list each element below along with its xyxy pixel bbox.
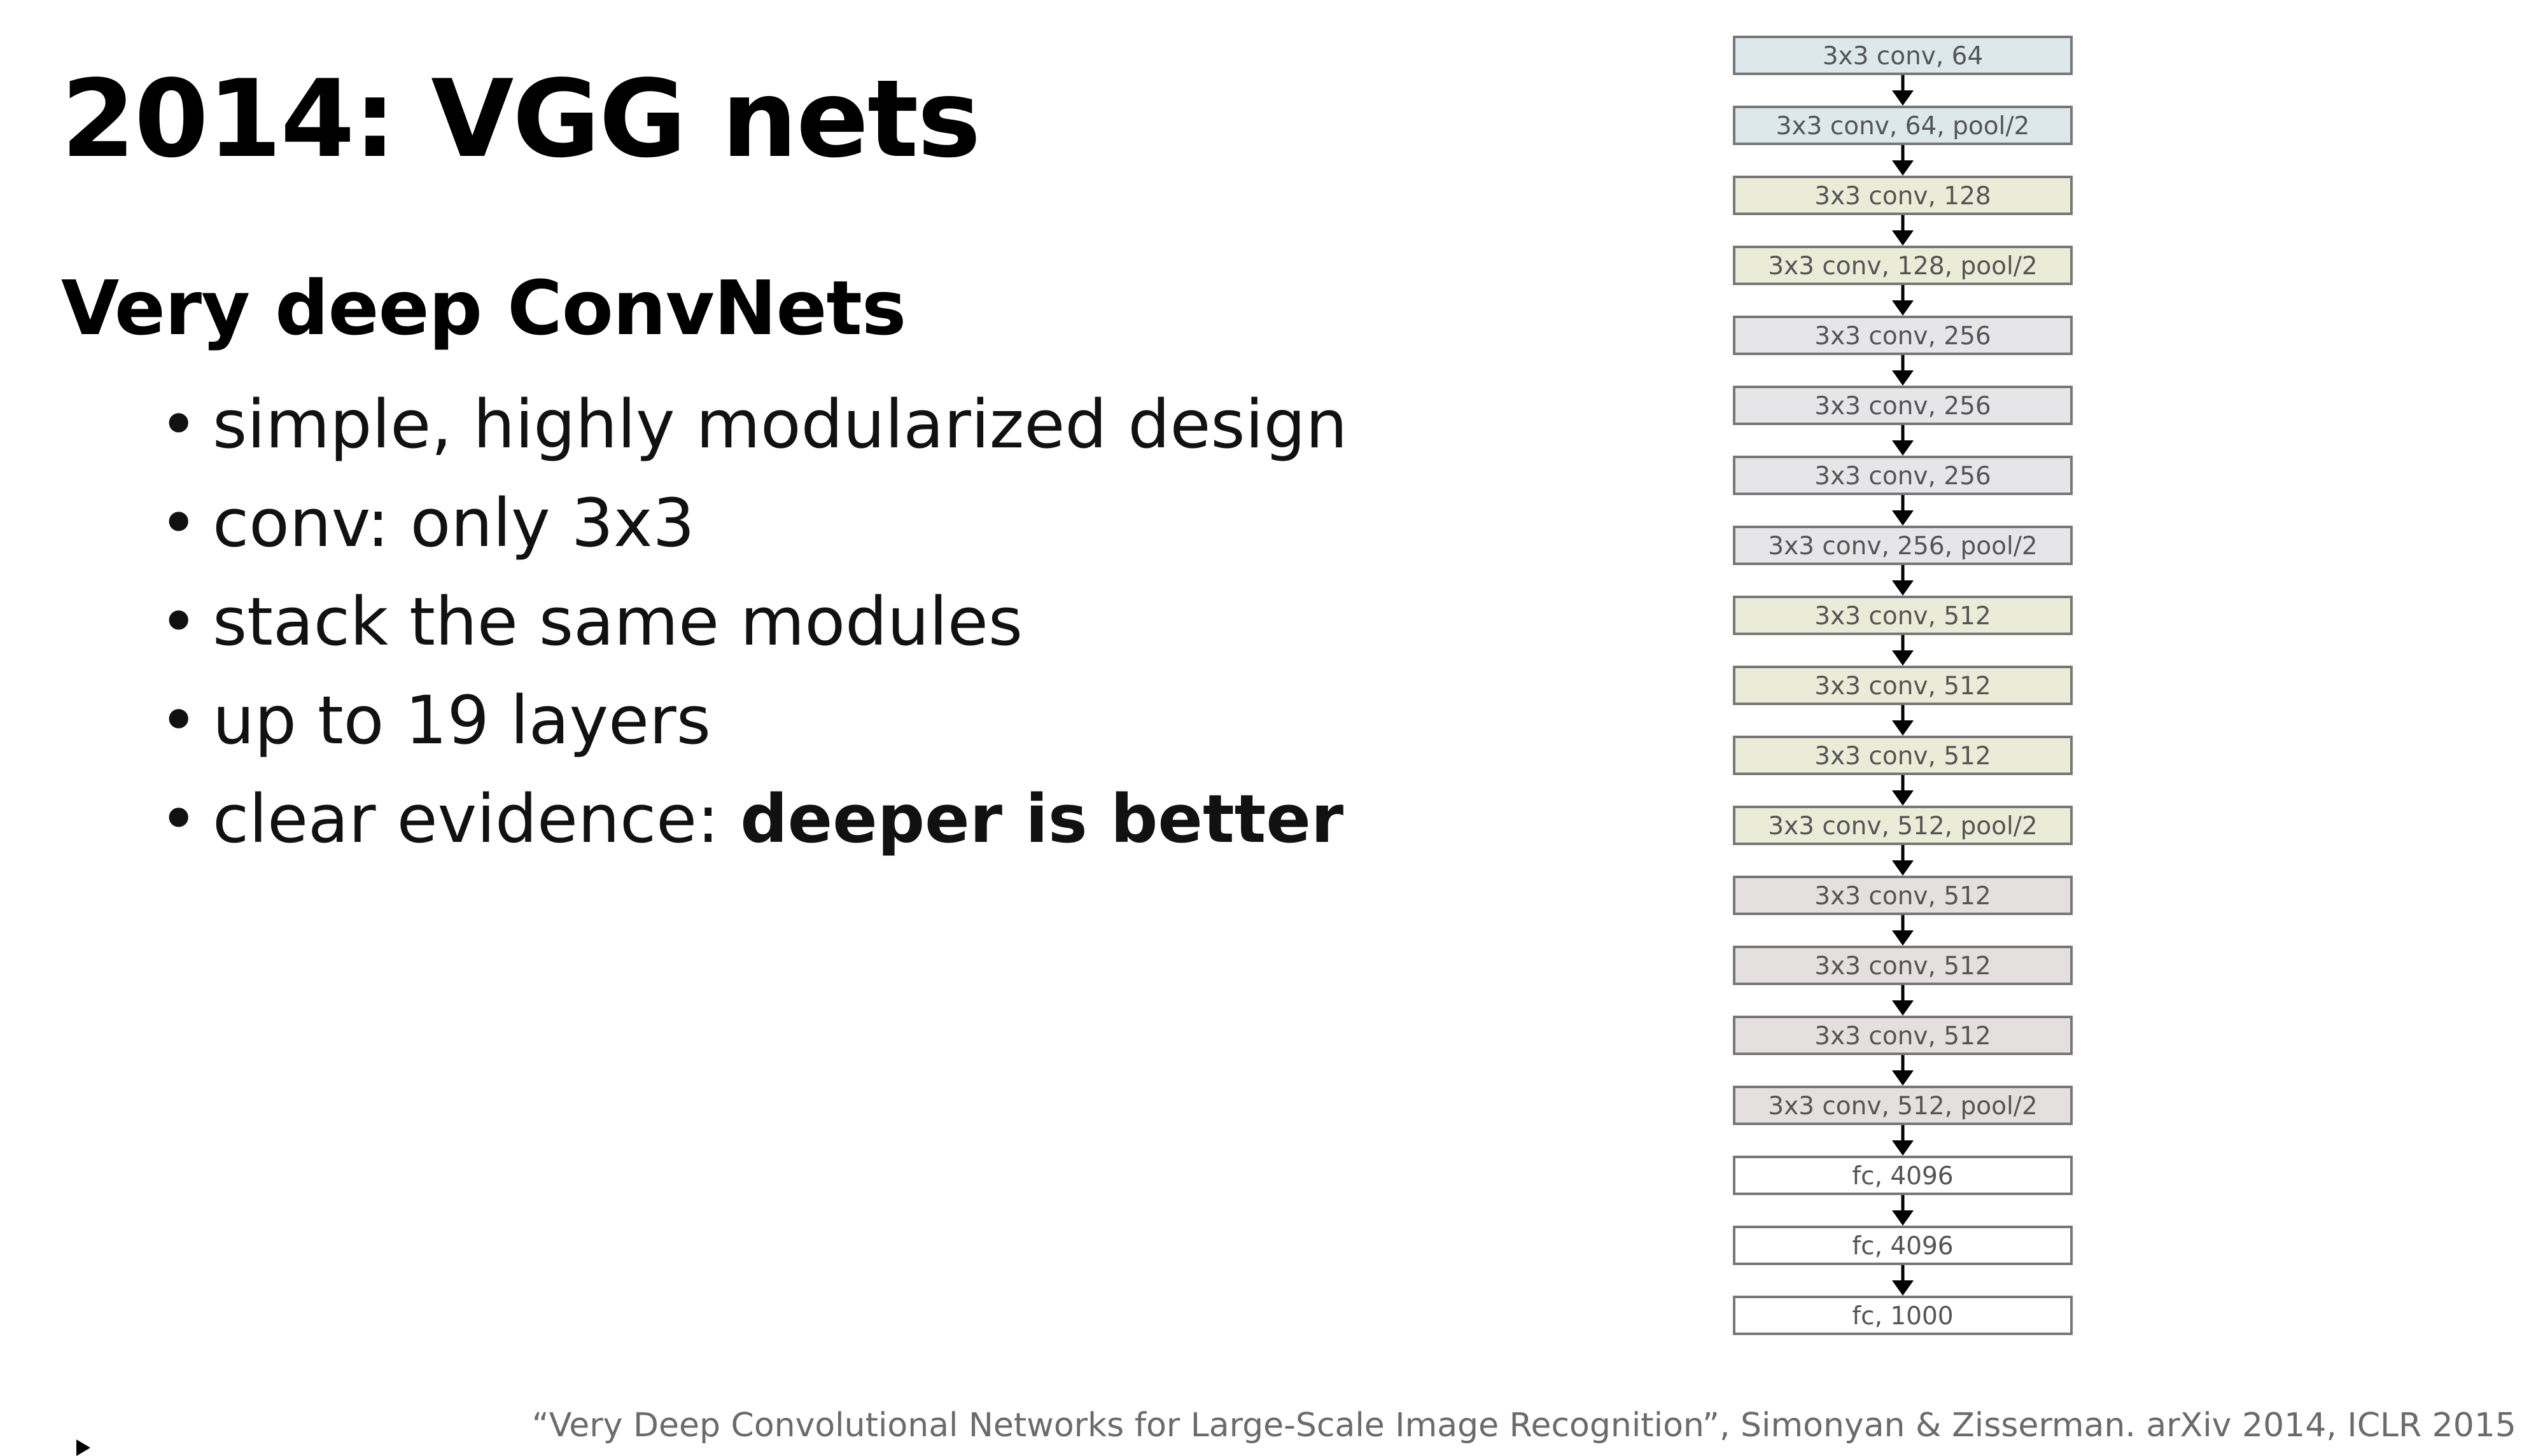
layer-box: [1733, 36, 2073, 75]
bullet-dot-icon: •: [159, 682, 199, 759]
layer-box: [1733, 1086, 2073, 1125]
layer-label: 3x3 conv, 128: [1814, 182, 1991, 211]
layer-box: [1733, 316, 2073, 355]
layer-label: 3x3 conv, 512: [1814, 602, 1991, 631]
bullet-dot-icon: •: [159, 583, 199, 661]
bullet-bold-text: deeper is better: [740, 780, 1344, 858]
bullet-item: • clear evidence: deeper is better: [159, 770, 1347, 869]
layer-box: [1733, 386, 2073, 425]
layer-label: 3x3 conv, 256, pool/2: [1768, 532, 2038, 561]
citation: “Very Deep Convolutional Networks for La…: [531, 1406, 2516, 1445]
arrow-down-icon: [1892, 720, 1914, 736]
layer-box: [1733, 106, 2073, 145]
arrow-down-icon: [1892, 230, 1914, 246]
bullet-dot-icon: •: [159, 484, 199, 562]
arrow-down-icon: [1892, 1210, 1914, 1226]
layer-label: 3x3 conv, 256: [1814, 392, 1991, 421]
layer-box: [1733, 176, 2073, 215]
layer-label: 3x3 conv, 512: [1814, 952, 1991, 981]
layer-box: [1733, 456, 2073, 495]
arrow-down-icon: [1892, 790, 1914, 806]
layer-box: [1733, 806, 2073, 845]
layer-label: 3x3 conv, 64, pool/2: [1776, 112, 2030, 141]
bullet-text: stack the same modules: [213, 583, 1023, 661]
bullet-text: clear evidence:: [213, 780, 741, 858]
arrow-down-icon: [1892, 90, 1914, 106]
layer-label: 3x3 conv, 512: [1814, 1022, 1991, 1051]
layer-box: [1733, 1226, 2073, 1265]
layer-box: [1733, 1016, 2073, 1055]
layer-label: 3x3 conv, 512, pool/2: [1768, 812, 2038, 841]
bullet-dot-icon: •: [159, 386, 199, 463]
arrow-down-icon: [1892, 1070, 1914, 1086]
arrow-down-icon: [1892, 300, 1914, 316]
arrow-down-icon: [1892, 160, 1914, 176]
layer-box: [1733, 526, 2073, 565]
layer-label: fc, 4096: [1852, 1162, 1953, 1191]
layer-label: 3x3 conv, 512: [1814, 882, 1991, 911]
arrow-down-icon: [1892, 580, 1914, 596]
arrow-down-icon: [1892, 440, 1914, 456]
layer-box: [1733, 1296, 2073, 1335]
bullet-list: • simple, highly modularized design • conv:…: [159, 375, 1347, 869]
layer-box: [1733, 1156, 2073, 1195]
bullet-item: • simple, highly modularized design: [159, 375, 1347, 474]
slide-title: 2014: VGG nets: [61, 57, 981, 181]
arrow-down-icon: [1892, 650, 1914, 666]
layer-label: 3x3 conv, 512, pool/2: [1768, 1092, 2038, 1121]
arrow-down-icon: [1892, 860, 1914, 876]
bullet-item: • conv: only 3x3: [159, 474, 1347, 573]
arrow-down-icon: [1892, 1000, 1914, 1016]
bullet-item: • up to 19 layers: [159, 671, 1347, 770]
arrow-down-icon: [1892, 510, 1914, 526]
layer-label: 3x3 conv, 128, pool/2: [1768, 252, 2038, 281]
mouse-pointer-icon: [76, 1439, 90, 1456]
layer-box: [1733, 736, 2073, 775]
bullet-dot-icon: •: [159, 780, 199, 858]
layer-label: 3x3 conv, 512: [1814, 672, 1991, 701]
layer-label: 3x3 conv, 256: [1814, 462, 1991, 491]
arrow-down-icon: [1892, 1280, 1914, 1296]
bullet-text: up to 19 layers: [213, 682, 711, 759]
vgg-architecture-diagram: 3x3 conv, 64 3x3 conv, 64, pool/2 3x3 conv…: [1733, 36, 2073, 1335]
bullet-text: conv: only 3x3: [213, 484, 695, 562]
layer-box: [1733, 876, 2073, 915]
arrow-down-icon: [1892, 930, 1914, 946]
slide-subtitle: Very deep ConvNets: [61, 264, 906, 352]
layer-box: [1733, 666, 2073, 705]
layer-box: [1733, 946, 2073, 985]
arrow-down-icon: [1892, 1140, 1914, 1156]
layer-label: fc, 4096: [1852, 1232, 1953, 1261]
layer-box: [1733, 596, 2073, 635]
layer-label: 3x3 conv, 512: [1814, 742, 1991, 771]
layer-label: 3x3 conv, 64: [1823, 42, 1984, 71]
layer-label: 3x3 conv, 256: [1814, 322, 1991, 351]
bullet-item: • stack the same modules: [159, 573, 1347, 671]
bullet-text: simple, highly modularized design: [213, 386, 1348, 463]
layer-box: [1733, 246, 2073, 285]
arrow-down-icon: [1892, 370, 1914, 386]
layer-label: fc, 1000: [1852, 1302, 1953, 1331]
